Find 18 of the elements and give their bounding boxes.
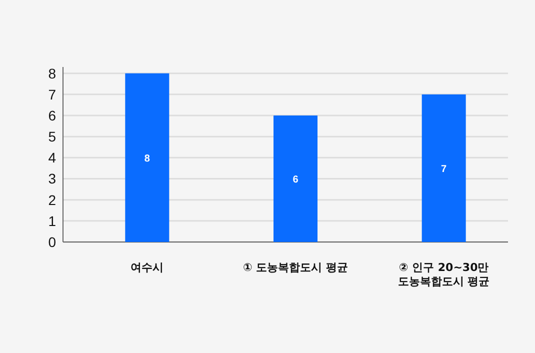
y-tick-label: 2 (48, 192, 56, 208)
bar (125, 73, 170, 242)
y-tick-label: 8 (48, 65, 56, 82)
x-tick-label: 여수시 (130, 261, 164, 274)
y-tick-label: 4 (48, 150, 56, 166)
x-tick-label: ② 인구 20~30만 도농복합도시 평균 (398, 261, 490, 288)
x-tick-label: ① 도농복합도시 평균 (243, 261, 348, 274)
y-tick-label: 1 (48, 212, 56, 229)
y-tick-label: 3 (48, 170, 56, 187)
y-tick-label: 6 (48, 107, 56, 124)
y-tick-label: 5 (48, 128, 56, 145)
data-label: 6 (292, 174, 299, 186)
bar (422, 94, 466, 242)
y-tick-label: 7 (48, 86, 56, 102)
data-label: 8 (144, 154, 150, 165)
y-tick-label: 0 (48, 234, 56, 250)
data-label: 7 (441, 164, 448, 176)
bar (274, 115, 318, 242)
